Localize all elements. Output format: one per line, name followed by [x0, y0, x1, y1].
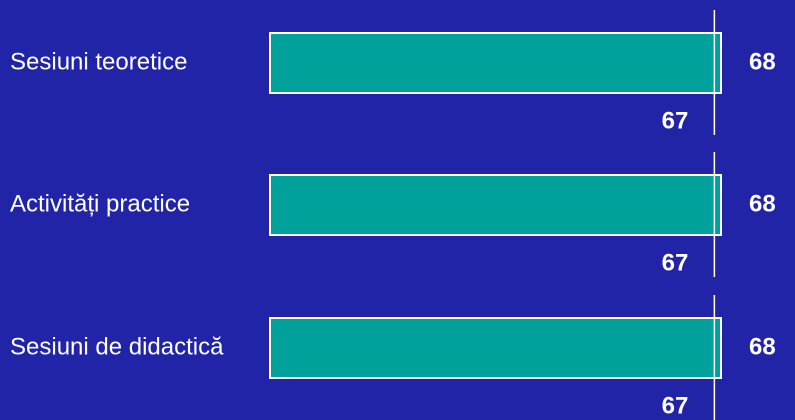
bar	[269, 317, 722, 379]
category-label: Activități practice	[10, 190, 190, 217]
value-label: 68	[749, 190, 776, 217]
value-label: 68	[749, 333, 776, 360]
category-label: Sesiuni teoretice	[10, 48, 187, 75]
category-label: Sesiuni de didactică	[10, 333, 224, 360]
value-label: 68	[749, 48, 776, 75]
bar	[269, 174, 722, 236]
marker-label: 67	[662, 392, 689, 419]
bar	[269, 32, 722, 94]
marker-label: 67	[662, 107, 689, 134]
marker-label: 67	[662, 249, 689, 276]
